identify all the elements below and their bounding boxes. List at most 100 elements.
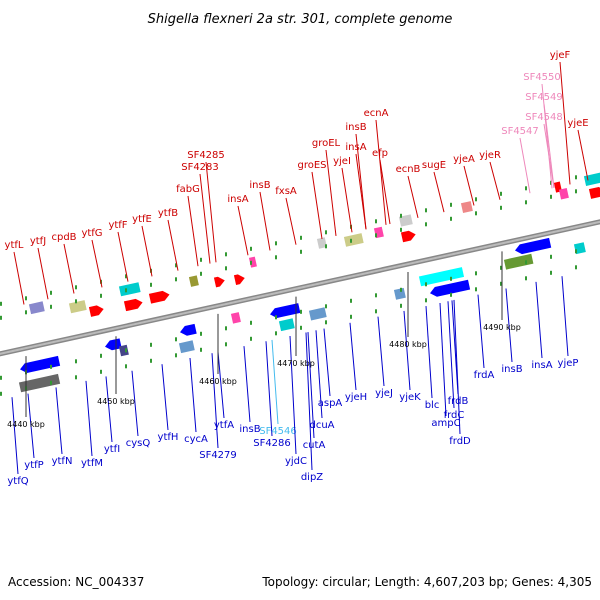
strand-guide-mark	[225, 252, 227, 257]
reverse-gene-label: frdB	[448, 396, 469, 407]
reverse-gene-label: frdC	[444, 410, 465, 421]
forward-gene-label: SF4550	[523, 72, 561, 83]
strand-guide-mark	[325, 320, 327, 325]
strand-guide-mark	[200, 257, 202, 262]
reverse-gene-label: cutA	[303, 440, 326, 451]
strand-guide-mark	[225, 342, 227, 347]
reverse-gene-label: ytfQ	[7, 476, 28, 487]
forward-gene-label: fabG	[176, 184, 200, 195]
strand-guide-mark	[250, 260, 252, 265]
strand-guide-mark	[550, 254, 552, 259]
reverse-feature-arrow	[20, 355, 61, 373]
strand-guide-mark	[200, 347, 202, 352]
reverse-leader-line	[131, 370, 139, 437]
strand-guide-mark	[425, 208, 427, 213]
strand-guide-mark	[525, 186, 527, 191]
forward-leader-line	[559, 61, 571, 185]
forward-gene-label: insB	[249, 180, 270, 191]
kbp-tick-label: 4480 kbp	[389, 340, 427, 349]
reverse-gene-label: insA	[531, 360, 552, 371]
forward-leader-line	[141, 225, 153, 277]
strand-guide-mark	[450, 202, 452, 207]
strand-guide-mark	[0, 315, 2, 320]
reverse-gene-label: cycA	[184, 434, 208, 445]
reverse-gene-label: frdA	[474, 370, 495, 381]
strand-guide-mark	[125, 364, 127, 369]
strand-guide-mark	[0, 391, 2, 396]
strand-guide-mark	[0, 375, 2, 380]
forward-gene-label: cpdB	[51, 232, 76, 243]
reverse-feature-box	[18, 373, 61, 393]
forward-feature-box	[118, 282, 141, 297]
strand-guide-mark	[125, 288, 127, 293]
forward-leader-line	[237, 205, 249, 256]
strand-guide-mark	[500, 265, 502, 270]
strand-guide-mark	[375, 233, 377, 238]
forward-feature-arrow	[213, 276, 225, 288]
forward-feature-box	[583, 172, 600, 186]
strand-guide-mark	[375, 219, 377, 224]
strand-guide-mark	[50, 290, 52, 295]
strand-guide-mark	[175, 353, 177, 358]
kbp-tick-label: 4490 kbp	[483, 323, 521, 332]
reverse-gene-label: aspA	[318, 398, 343, 409]
reverse-leader-line	[243, 346, 251, 423]
reverse-gene-label: dipZ	[301, 472, 323, 483]
forward-gene-label: ytfB	[158, 208, 178, 219]
strand-guide-mark	[400, 213, 402, 218]
forward-gene-label: fxsA	[275, 186, 297, 197]
forward-feature-box	[68, 300, 87, 314]
reverse-leader-line	[439, 302, 447, 417]
strand-guide-mark	[150, 282, 152, 287]
forward-feature-arrow	[123, 298, 143, 312]
forward-gene-label: ytfG	[81, 228, 102, 239]
strand-guide-mark	[100, 369, 102, 374]
strand-guide-mark	[150, 342, 152, 347]
strand-guide-mark	[275, 241, 277, 246]
reverse-gene-label: ytfH	[158, 432, 179, 443]
strand-guide-mark	[75, 375, 77, 380]
forward-leader-line	[259, 191, 271, 251]
reverse-leader-line	[377, 316, 385, 387]
forward-gene-label: SF4547	[501, 126, 539, 137]
forward-gene-label: efp	[372, 148, 388, 159]
forward-feature-box	[343, 233, 364, 247]
strand-guide-mark	[0, 301, 2, 306]
strand-guide-mark	[475, 271, 477, 276]
strand-guide-mark	[300, 249, 302, 254]
forward-label-group: ytfL ytfJ cpdB ytfG ytfF ytfE ytfB SF4283SF4285…	[5, 50, 589, 305]
forward-gene-label: yjeA	[453, 154, 475, 165]
strand-guide-mark	[525, 200, 527, 205]
reverse-leader-line	[161, 364, 169, 431]
reverse-feature-box	[308, 307, 327, 321]
strand-guide-mark	[250, 336, 252, 341]
strand-guide-mark	[225, 326, 227, 331]
forward-gene-label: SF4283	[181, 162, 219, 173]
reverse-gene-label: ytfI	[104, 444, 120, 455]
strand-guide-mark	[450, 216, 452, 221]
forward-leader-line	[375, 119, 387, 225]
reverse-leader-line	[11, 397, 19, 475]
kbp-tick-label: 4440 kbp	[7, 420, 45, 429]
forward-gene-label: sugE	[422, 160, 446, 171]
genome-summary-text: Topology: circular; Length: 4,607,203 bp…	[261, 575, 592, 589]
forward-leader-line	[519, 137, 531, 194]
forward-leader-line	[407, 175, 419, 218]
reverse-leader-line	[451, 300, 459, 395]
reverse-feature-arrow	[104, 338, 122, 351]
strand-guide-mark	[550, 194, 552, 199]
forward-gene-label: insB	[345, 122, 366, 133]
strand-guide-mark	[500, 281, 502, 286]
forward-gene-label: insA	[227, 194, 248, 205]
reverse-gene-label: ampC	[431, 418, 460, 429]
reverse-gene-label: frdD	[449, 436, 471, 447]
reverse-leader-line	[323, 328, 331, 397]
strand-guide-mark	[525, 276, 527, 281]
strand-guide-mark	[50, 304, 52, 309]
forward-leader-line	[167, 219, 179, 271]
reverse-feature-box	[118, 344, 129, 357]
strand-guide-mark	[500, 205, 502, 210]
reverse-leader-line	[447, 301, 455, 409]
reverse-gene-label: ytfP	[24, 460, 43, 471]
strand-guide-mark	[25, 310, 27, 315]
